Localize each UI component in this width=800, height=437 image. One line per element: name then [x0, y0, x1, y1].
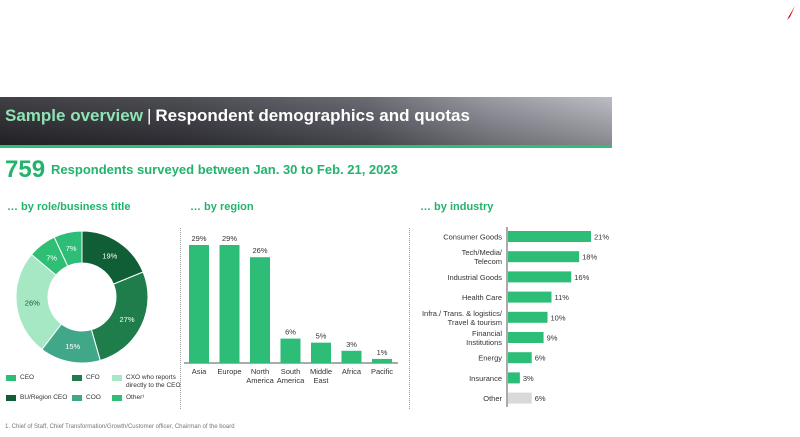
region-bar [250, 257, 270, 363]
region-bar [219, 245, 240, 363]
bar-category-label: America [277, 376, 305, 385]
corner-mark-icon [787, 6, 795, 20]
bar-value-label: 5% [316, 332, 327, 341]
donut-slice [90, 271, 149, 362]
section-title-role: … by role/business title [7, 201, 131, 213]
bar-category-label: Consumer Goods [443, 233, 502, 242]
bar-value-label: 3% [346, 340, 357, 349]
bar-value-label: 11% [554, 293, 569, 302]
bar-value-label: 1% [377, 348, 388, 357]
bar-category-label: Institutions [466, 338, 502, 347]
section-title-region: … by region [190, 201, 254, 213]
footnote: 1. Chief of Staff, Chief Transformation/… [5, 424, 235, 430]
headline-text: Respondents surveyed between Jan. 30 to … [51, 162, 398, 177]
respondent-count: 759 [5, 156, 46, 183]
banner-rule [0, 145, 612, 148]
donut-value-label: 7% [66, 244, 77, 253]
bar-value-label: 26% [252, 246, 267, 255]
section-divider [409, 228, 410, 409]
industry-bar [508, 271, 572, 283]
headline: 759 Respondents surveyed between Jan. 30 … [5, 156, 398, 184]
bar-category-label: Health Care [462, 293, 502, 302]
page-title: Sample overview | Respondent demographics … [5, 106, 470, 126]
bar-category-label: Financial [472, 329, 502, 338]
industry-bar [508, 332, 544, 343]
donut-value-label: 27% [119, 315, 134, 324]
role-donut-chart: 7% 19% 27% 15% 26% 7% [15, 230, 149, 364]
bar-category-label: Asia [192, 367, 207, 376]
bar-category-label: South [281, 367, 301, 376]
bar-category-label: Europe [217, 367, 241, 376]
title-main: Respondent demographics and quotas [155, 106, 470, 125]
bar-value-label: 16% [574, 273, 589, 282]
legend-swatch [72, 395, 82, 401]
donut-value-label: 19% [102, 251, 117, 260]
region-bar [189, 245, 209, 363]
legend-swatch [112, 375, 122, 381]
title-accent: Sample overview [5, 106, 143, 125]
legend-label: BU/Region CEO [20, 394, 68, 401]
legend-swatch [72, 375, 82, 381]
bar-category-label: Pacific [371, 367, 393, 376]
banner-background-image [0, 97, 612, 145]
industry-bar [508, 291, 552, 303]
bar-value-label: 3% [523, 374, 534, 383]
bar-value-label: 21% [594, 233, 609, 242]
region-bar [280, 338, 301, 363]
legend-label: CFO [86, 374, 100, 381]
bar-value-label: 18% [582, 253, 597, 262]
bar-value-label: 6% [285, 328, 296, 337]
bar-value-label: 9% [547, 334, 558, 343]
industry-bar [508, 352, 532, 364]
bar-category-label: Insurance [469, 374, 502, 383]
bar-category-label: Energy [478, 354, 502, 363]
region-bar [372, 358, 392, 363]
donut-value-label: 15% [65, 342, 80, 351]
industry-bar [508, 311, 548, 323]
industry-bar [508, 251, 580, 263]
bar-category-label: Tech/Media/ [462, 248, 503, 257]
bar-value-label: 29% [191, 234, 206, 243]
bar-category-label: Infra./ Trans. & logistics/ [422, 309, 503, 318]
region-bar [311, 342, 331, 363]
bar-category-label: Other [483, 394, 502, 403]
bar-value-label: 29% [222, 234, 237, 243]
industry-bar [508, 372, 520, 384]
industry-bar [508, 231, 591, 242]
legend-label: CEO [20, 374, 35, 381]
donut-value-label: 7% [46, 253, 57, 262]
legend-swatch [6, 375, 16, 381]
bar-category-label: East [313, 376, 329, 385]
bar-category-label: Travel & tourism [448, 318, 502, 327]
bar-value-label: 6% [535, 354, 546, 363]
donut-value-label: 26% [25, 298, 40, 307]
bar-value-label: 6% [535, 394, 546, 403]
title-separator: | [146, 106, 152, 125]
region-bar-chart: 29%Asia29%Europe26%NorthAmerica6%SouthAm… [184, 234, 398, 385]
legend-label: Other¹ [126, 394, 145, 401]
legend-swatch [6, 395, 16, 401]
section-title-industry: … by industry [420, 201, 494, 213]
bar-category-label: Middle [310, 367, 332, 376]
legend-label: COO [86, 394, 101, 401]
section-divider [180, 228, 181, 409]
bar-category-label: Africa [342, 367, 362, 376]
legend-label: CXO who reports directly to the CEO [126, 374, 181, 389]
region-bar [341, 350, 362, 363]
bar-category-label: Telecom [474, 257, 502, 266]
donut-slice [30, 236, 69, 276]
industry-bar-chart: 21% Consumer Goods 18% Tech/Media/Telecom 16… [422, 227, 609, 407]
bar-category-label: Industrial Goods [447, 273, 502, 282]
bar-category-label: North [251, 367, 269, 376]
bar-category-label: America [246, 376, 274, 385]
legend-swatch [112, 395, 122, 401]
industry-bar [508, 392, 532, 404]
bar-value-label: 10% [551, 313, 566, 322]
title-banner: Sample overview | Respondent demographics … [0, 97, 612, 145]
